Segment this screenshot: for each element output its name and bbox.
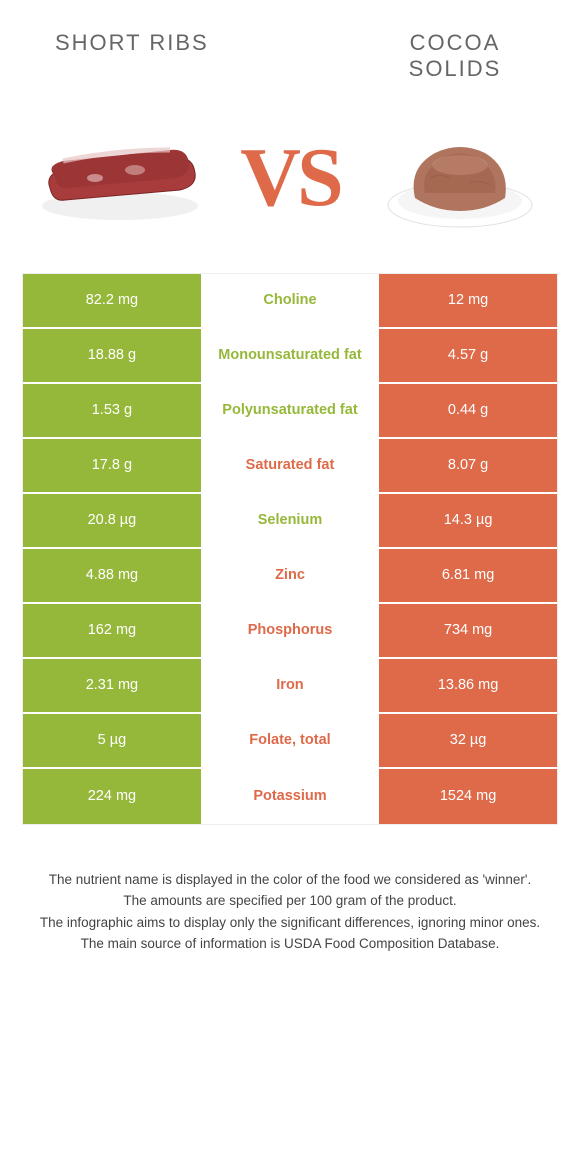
footer-line: The amounts are specified per 100 gram o… [35, 891, 545, 911]
right-value: 14.3 µg [379, 494, 557, 547]
nutrient-label: Potassium [201, 769, 379, 824]
left-value: 20.8 µg [23, 494, 201, 547]
left-food-title: SHORT RIBS [55, 30, 209, 83]
footer-line: The nutrient name is displayed in the co… [35, 870, 545, 890]
table-row: 4.88 mgZinc6.81 mg [23, 549, 557, 604]
right-value: 12 mg [379, 274, 557, 327]
nutrient-label: Selenium [201, 494, 379, 547]
nutrient-label: Phosphorus [201, 604, 379, 657]
right-value: 4.57 g [379, 329, 557, 382]
table-row: 224 mgPotassium1524 mg [23, 769, 557, 824]
right-value: 1524 mg [379, 769, 557, 824]
table-row: 17.8 gSaturated fat8.07 g [23, 439, 557, 494]
header: SHORT RIBS COCOA SOLIDS [0, 0, 580, 93]
table-row: 5 µgFolate, total32 µg [23, 714, 557, 769]
nutrient-label: Polyunsaturated fat [201, 384, 379, 437]
footer-line: The infographic aims to display only the… [35, 913, 545, 933]
right-value: 0.44 g [379, 384, 557, 437]
right-value: 8.07 g [379, 439, 557, 492]
left-value: 224 mg [23, 769, 201, 824]
left-value: 2.31 mg [23, 659, 201, 712]
right-value: 6.81 mg [379, 549, 557, 602]
images-row: VS [0, 93, 580, 273]
right-value: 734 mg [379, 604, 557, 657]
left-value: 5 µg [23, 714, 201, 767]
table-row: 18.88 gMonounsaturated fat4.57 g [23, 329, 557, 384]
table-row: 20.8 µgSelenium14.3 µg [23, 494, 557, 549]
nutrient-label: Monounsaturated fat [201, 329, 379, 382]
table-row: 162 mgPhosphorus734 mg [23, 604, 557, 659]
right-value: 13.86 mg [379, 659, 557, 712]
left-value: 82.2 mg [23, 274, 201, 327]
table-row: 1.53 gPolyunsaturated fat0.44 g [23, 384, 557, 439]
left-value: 4.88 mg [23, 549, 201, 602]
nutrient-label: Folate, total [201, 714, 379, 767]
nutrient-label: Iron [201, 659, 379, 712]
nutrient-table: 82.2 mgCholine12 mg18.88 gMonounsaturate… [22, 273, 558, 825]
table-row: 82.2 mgCholine12 mg [23, 274, 557, 329]
right-food-title: COCOA SOLIDS [385, 30, 525, 83]
cocoa-image [370, 113, 550, 243]
left-value: 162 mg [23, 604, 201, 657]
short-ribs-image [30, 113, 210, 243]
nutrient-label: Saturated fat [201, 439, 379, 492]
left-value: 17.8 g [23, 439, 201, 492]
table-row: 2.31 mgIron13.86 mg [23, 659, 557, 714]
nutrient-label: Choline [201, 274, 379, 327]
footer-notes: The nutrient name is displayed in the co… [0, 825, 580, 954]
right-value: 32 µg [379, 714, 557, 767]
left-value: 18.88 g [23, 329, 201, 382]
nutrient-label: Zinc [201, 549, 379, 602]
footer-line: The main source of information is USDA F… [35, 934, 545, 954]
left-value: 1.53 g [23, 384, 201, 437]
vs-label: VS [240, 129, 339, 226]
